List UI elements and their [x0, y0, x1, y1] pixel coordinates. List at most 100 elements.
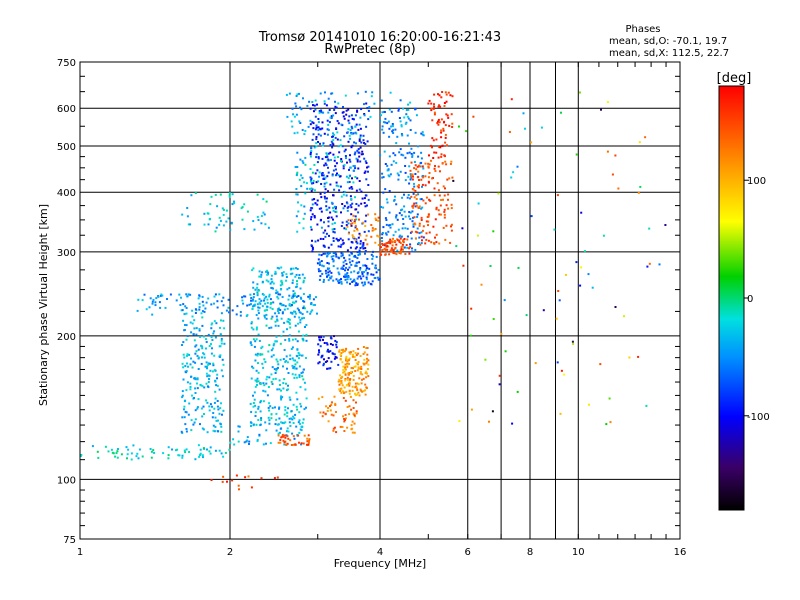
data-point [406, 115, 409, 118]
data-point [289, 354, 292, 357]
data-point [280, 335, 283, 337]
data-point [327, 348, 329, 351]
data-point [377, 216, 380, 219]
data-point [334, 136, 337, 139]
data-point [394, 128, 397, 131]
data-point [348, 405, 351, 408]
data-point [358, 188, 361, 191]
data-point [296, 268, 299, 270]
data-point [342, 397, 345, 399]
data-point [362, 284, 365, 287]
data-point [315, 142, 318, 145]
data-point [209, 452, 212, 455]
data-point [125, 446, 128, 449]
data-point [428, 163, 431, 166]
data-point [427, 239, 430, 242]
data-point [209, 446, 212, 449]
data-point [412, 216, 415, 219]
data-point [470, 408, 473, 411]
data-point [250, 322, 253, 325]
data-point [418, 205, 421, 208]
data-point [362, 242, 365, 244]
data-point [314, 172, 317, 175]
data-point [421, 183, 424, 186]
data-point [335, 341, 338, 344]
data-point [443, 194, 446, 197]
data-point [300, 425, 303, 428]
data-point [403, 210, 406, 213]
data-point [309, 155, 312, 158]
data-point [312, 304, 315, 306]
data-point [341, 349, 344, 351]
data-point [311, 138, 314, 141]
data-point [328, 267, 331, 270]
data-point [258, 298, 261, 301]
data-point [135, 455, 138, 458]
data-point [335, 162, 338, 165]
data-point [435, 151, 438, 154]
data-point [498, 374, 501, 377]
data-point [265, 378, 268, 381]
data-point [184, 305, 187, 308]
data-point [321, 415, 324, 418]
data-point [359, 136, 362, 139]
data-point [343, 135, 346, 138]
data-point [256, 193, 259, 196]
data-point [476, 234, 479, 237]
data-point [220, 342, 223, 345]
data-point [257, 362, 259, 365]
data-point [341, 266, 344, 269]
data-point [358, 155, 361, 158]
data-point [348, 359, 350, 362]
data-point [340, 252, 343, 255]
data-point [303, 317, 305, 319]
data-point [323, 100, 326, 103]
data-point [210, 479, 213, 481]
data-point [361, 153, 364, 156]
data-point [245, 315, 248, 317]
data-point [201, 415, 204, 418]
data-point [351, 431, 354, 434]
data-point [363, 363, 366, 366]
data-point [401, 243, 404, 246]
data-point [394, 246, 397, 249]
data-point [357, 361, 360, 363]
data-point [356, 177, 359, 180]
data-point [347, 232, 350, 235]
data-point [288, 321, 291, 324]
data-point [420, 219, 423, 221]
data-point [335, 431, 338, 434]
data-point [290, 348, 293, 350]
data-point [299, 106, 301, 109]
data-point [437, 189, 440, 192]
y-tick-label: 500 [57, 142, 76, 153]
data-point [337, 156, 339, 158]
data-point [354, 226, 357, 229]
data-point [244, 476, 247, 479]
data-point [342, 264, 345, 267]
data-point [194, 312, 197, 314]
phases-x-stats: mean, sd,X: 112.5, 22.7 [609, 48, 729, 59]
data-point [201, 427, 204, 430]
data-point [346, 274, 349, 277]
data-point [285, 355, 288, 358]
data-point [285, 279, 288, 282]
data-point [141, 299, 144, 302]
data-point [185, 428, 188, 430]
data-point [553, 228, 556, 231]
data-point [404, 171, 407, 174]
data-point [390, 110, 393, 113]
data-point [387, 230, 390, 233]
data-point [271, 347, 274, 350]
data-point [327, 246, 330, 249]
data-point [319, 339, 322, 342]
data-point [289, 398, 292, 401]
data-point [431, 146, 433, 149]
data-point [579, 91, 581, 94]
data-point [366, 272, 369, 274]
data-point [418, 165, 421, 168]
data-point [388, 108, 391, 111]
data-point [381, 249, 384, 252]
data-point [267, 386, 270, 388]
data-point [354, 167, 357, 170]
